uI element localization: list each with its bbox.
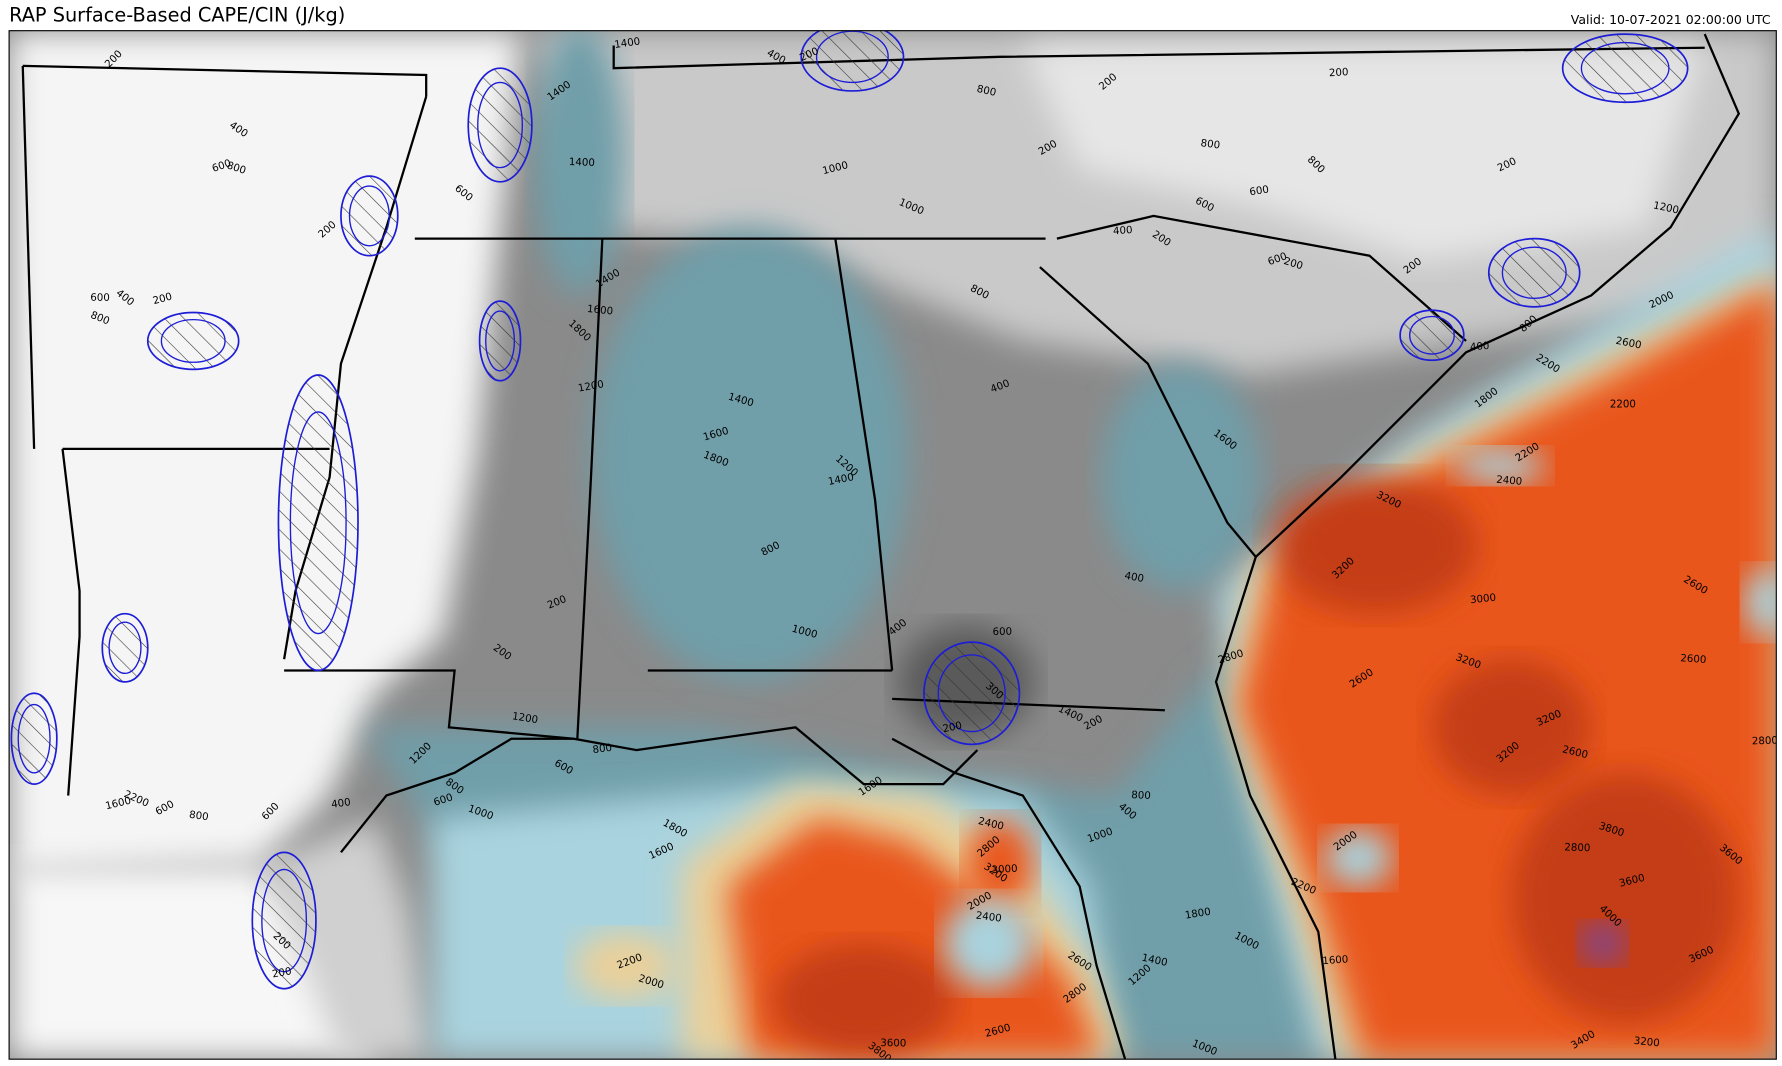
shade-region — [1272, 477, 1478, 614]
contour-label: 1400 — [827, 472, 855, 488]
shade-region — [1744, 568, 1777, 637]
shade-region — [943, 897, 1035, 989]
shade-region — [534, 30, 626, 296]
contour-label: 1800 — [1184, 907, 1211, 922]
shade-region — [1102, 363, 1262, 591]
cape-field — [9, 30, 1777, 1060]
cin-area — [800, 30, 905, 92]
state-border — [891, 737, 1127, 1060]
contour-label: 1600 — [587, 304, 614, 318]
contour-label: 200 — [1282, 256, 1304, 272]
shade-region — [1511, 772, 1739, 1023]
state-border — [1255, 33, 1741, 558]
map-frame — [8, 30, 1777, 1060]
cin-contour — [261, 868, 308, 973]
contour-label: 3000 — [1470, 593, 1497, 607]
shade-region — [966, 818, 1035, 910]
cin-contour — [108, 621, 142, 675]
contour-label: 1400 — [614, 36, 641, 51]
contour-label: 400 — [331, 797, 352, 811]
cin-contour — [477, 81, 524, 169]
contour-label: 1400 — [1141, 953, 1169, 969]
shade-region — [573, 931, 677, 1001]
contour-label: 400 — [1124, 571, 1145, 585]
contour-label: 600 — [993, 627, 1013, 638]
cin-area — [1561, 33, 1689, 104]
contour-label: 2400 — [975, 911, 1002, 925]
contour-label: 200 — [271, 966, 292, 980]
shade-region — [1454, 448, 1546, 483]
cin-contour — [937, 654, 1006, 733]
cin-contour — [1501, 246, 1567, 300]
cin-contour — [348, 185, 390, 247]
contour-label: 2200 — [1610, 400, 1636, 411]
shade-region — [772, 943, 955, 1057]
shade-region — [1323, 829, 1393, 887]
state-border — [576, 238, 604, 739]
valid-time: Valid: 10-07-2021 02:00:00 UTC — [1571, 12, 1771, 27]
contour-label: 800 — [592, 743, 613, 756]
contour-label: 800 — [188, 810, 209, 824]
contour-label: 800 — [976, 84, 997, 99]
contour-label: 2800 — [1752, 736, 1778, 748]
contour-label: 400 — [1113, 225, 1133, 237]
contour-label: 2400 — [1496, 475, 1523, 488]
cin-area — [923, 641, 1021, 746]
contour-label: 1200 — [511, 711, 538, 726]
shade-region — [1022, 45, 1705, 262]
state-border — [834, 238, 894, 671]
shade-region — [1579, 922, 1626, 964]
cin-contour — [17, 703, 51, 774]
contour-label: 1200 — [1652, 200, 1680, 216]
contour-label: 2800 — [1564, 842, 1590, 854]
contour-label: 3000 — [991, 864, 1018, 876]
shade-region — [1431, 659, 1592, 796]
map-title: RAP Surface-Based CAPE/CIN (J/kg) — [9, 4, 345, 27]
cin-contour — [1580, 41, 1670, 95]
state-border — [21, 65, 36, 449]
contour-label: 1400 — [569, 157, 595, 169]
cin-area — [277, 374, 359, 672]
contour-label: 2600 — [1680, 653, 1707, 666]
state-border — [1214, 556, 1337, 1060]
contour-label: 3200 — [1633, 1036, 1660, 1050]
cin-contours — [10, 30, 1689, 990]
contour-label: 1600 — [1322, 954, 1349, 967]
contour-label: 200 — [942, 720, 963, 735]
contour-label: 3600 — [880, 1038, 906, 1049]
state-border — [284, 669, 575, 740]
cin-contour — [160, 318, 226, 363]
state-border — [1039, 266, 1257, 558]
contour-label: 200 — [1329, 67, 1349, 79]
contour-label: 600 — [1249, 184, 1270, 198]
contour-label: 400 — [1470, 341, 1490, 354]
contour-label: 2600 — [1615, 336, 1643, 352]
contour-label: 200 — [152, 292, 174, 308]
state-border — [340, 726, 979, 854]
cin-contour — [1408, 315, 1455, 355]
contour-label: 800 — [1200, 138, 1221, 151]
contour-label: 800 — [1131, 790, 1151, 802]
cin-contour — [289, 411, 347, 635]
state-border — [1056, 214, 1467, 342]
contour-label: 1200 — [577, 379, 605, 394]
cin-contour — [485, 310, 516, 372]
contour-label: 600 — [90, 293, 110, 304]
state-border — [22, 64, 428, 97]
shade-region — [590, 227, 910, 682]
state-border — [61, 448, 81, 796]
